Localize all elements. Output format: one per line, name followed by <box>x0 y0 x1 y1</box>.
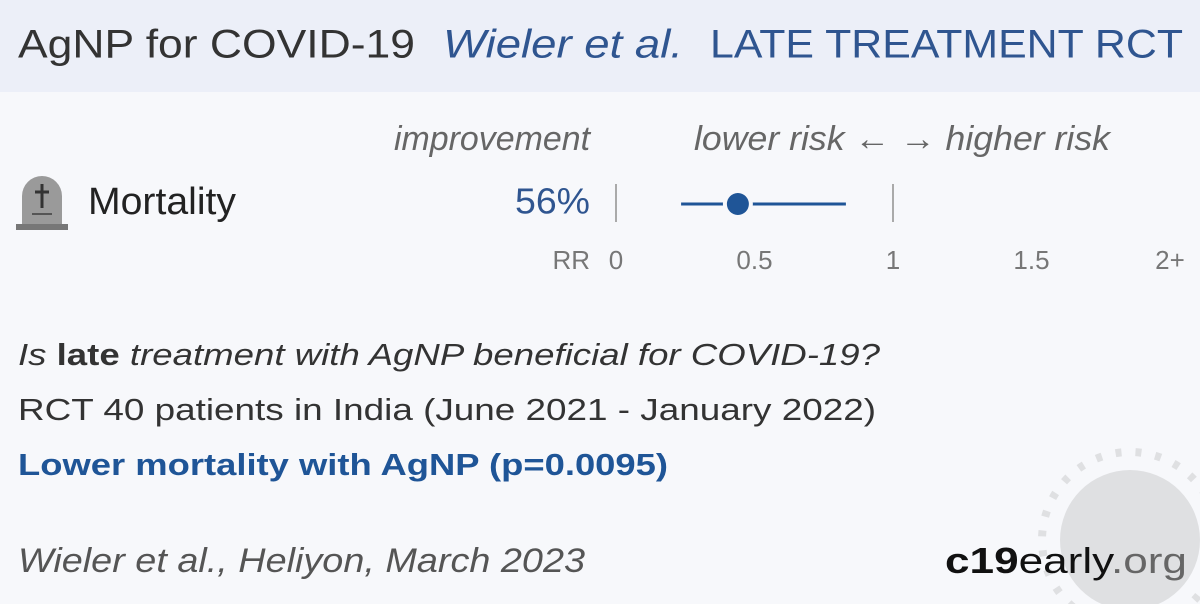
virus-decoration <box>1038 448 1200 604</box>
direction-label: lower risk ← → higher risk <box>694 120 1112 158</box>
x-tick-label: 2+ <box>1155 245 1185 275</box>
title-kind: LATE TREATMENT RCT <box>710 23 1183 67</box>
point-estimate <box>722 189 753 219</box>
design: RCT 40 patients in India (June 2021 - Ja… <box>18 392 876 427</box>
result: Lower mortality with AgNP (p=0.0095) <box>18 447 668 482</box>
improvement-heading: improvement <box>394 120 592 158</box>
x-tick-label: 0 <box>609 245 623 275</box>
question-part: Is <box>18 337 57 372</box>
scale-label: RR <box>552 245 590 275</box>
title-study: Wieler et al. <box>443 23 683 67</box>
x-tick-label: 1.5 <box>1013 245 1049 275</box>
tombstone-icon <box>16 176 68 230</box>
improvement-value: 56% <box>515 181 590 222</box>
header-band <box>0 0 1200 92</box>
logo-part: .org <box>1111 540 1187 581</box>
citation: Wieler et al., Heliyon, March 2023 <box>18 542 585 580</box>
logo-part: c19 <box>945 540 1019 581</box>
x-tick-label: 1 <box>886 245 900 275</box>
question-part: treatment with AgNP beneficial for COVID… <box>120 337 881 372</box>
outcome-label: Mortality <box>88 181 236 223</box>
logo: c19 early .org <box>945 540 1187 581</box>
question: Is late treatment with AgNP beneficial f… <box>18 337 881 372</box>
logo-part: early <box>1019 540 1115 581</box>
question-emphasis: late <box>57 337 120 372</box>
x-tick-label: 0.5 <box>736 245 772 275</box>
title-treatment: AgNP for COVID-19 <box>18 23 415 67</box>
